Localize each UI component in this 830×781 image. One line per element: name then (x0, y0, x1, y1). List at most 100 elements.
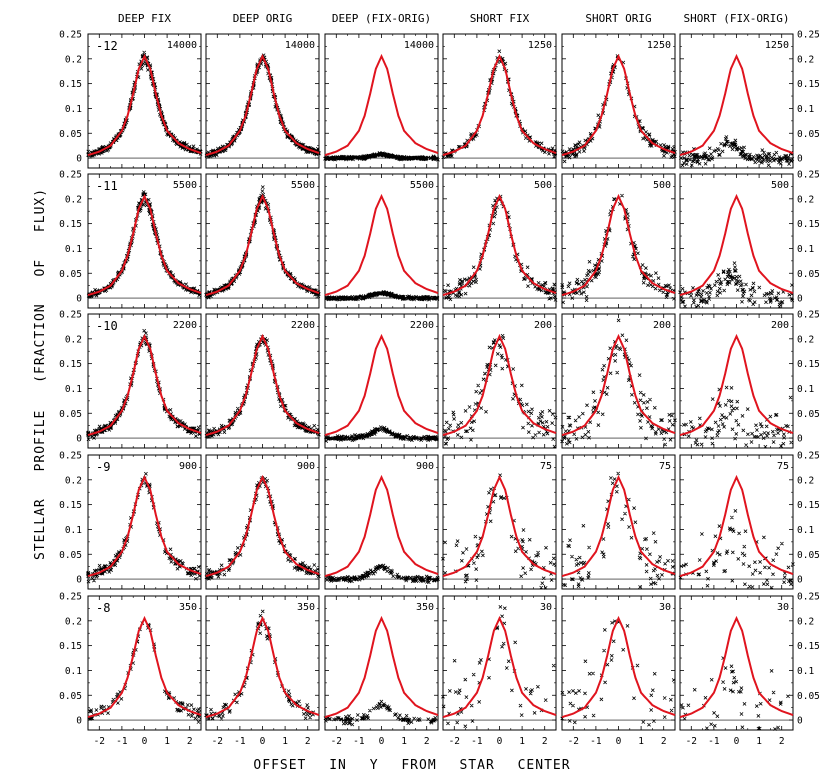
data-points (561, 471, 676, 589)
y-tick-label-left: 0.25 (59, 30, 82, 41)
x-tick-label: -1 (353, 736, 365, 747)
model-curve (324, 474, 439, 578)
model-curve (324, 333, 439, 437)
panel-count: 350 (179, 602, 197, 613)
panel-count: 2200 (173, 320, 197, 331)
y-tick-label-left: 0.2 (65, 616, 82, 627)
y-tick-label-left: 0 (76, 434, 82, 445)
y-tick-label-left: 0.15 (59, 79, 82, 90)
y-tick-label-left: 0.1 (65, 525, 82, 536)
data-points (441, 605, 556, 729)
x-tick-label: 2 (661, 736, 667, 747)
panel: 14000 -12 (86, 33, 203, 169)
model-curve (205, 474, 320, 578)
x-tick-label: -2 (686, 736, 697, 747)
y-tick-label-left: 0 (76, 154, 82, 165)
panel: 75 (678, 454, 795, 590)
column-title: DEEP FIX (118, 12, 171, 25)
y-tick-label-right: 0.25 (797, 170, 820, 181)
row-label: -11 (96, 179, 118, 193)
panel: 5500 (324, 173, 440, 309)
y-tick-label-right: 0.15 (797, 359, 820, 370)
panel: 1250 (679, 33, 795, 169)
y-tick-label-right: 0 (797, 575, 803, 586)
y-tick-label-left: 0.15 (59, 641, 82, 652)
panel-count: 1250 (647, 40, 671, 51)
panel: 30 (679, 595, 794, 731)
x-tick-label: 0 (142, 736, 148, 747)
panel: 14000 (204, 33, 321, 169)
panel-count: 500 (653, 180, 671, 191)
x-tick-label: -2 (449, 736, 460, 747)
model-curve (87, 333, 202, 437)
model-curve (442, 474, 557, 578)
panel: 30 (441, 595, 557, 731)
panel-count: 2200 (291, 320, 315, 331)
panel: 1250 (560, 33, 677, 169)
x-tick-label: 2 (424, 736, 430, 747)
panel-count: 500 (771, 180, 789, 191)
column-title: SHORT FIX (470, 12, 530, 25)
column-title: SHORT ORIG (585, 12, 651, 25)
model-curve (679, 615, 794, 719)
y-tick-label-left: 0 (76, 716, 82, 727)
y-tick-label-left: 0.25 (59, 592, 82, 603)
panel: 900 -9 (86, 454, 202, 590)
model-curve (679, 474, 794, 578)
panel-count: 1250 (528, 40, 552, 51)
data-points (324, 290, 440, 302)
y-tick-label-left: 0.1 (65, 244, 82, 255)
row-label: -8 (96, 601, 110, 615)
y-tick-label-left: 0.15 (59, 219, 82, 230)
x-tick-label: 1 (519, 736, 525, 747)
y-tick-label-right: 0.1 (797, 384, 814, 395)
model-curve (87, 615, 202, 719)
y-tick-label-left: 0 (76, 575, 82, 586)
y-axis-title: STELLAR PROFILE (FRACTION OF FLUX) (33, 188, 48, 560)
panel-count: 5500 (173, 180, 197, 191)
panel: 350 (204, 595, 320, 731)
x-tick-label: 0 (379, 736, 385, 747)
y-tick-label-left: 0.2 (65, 334, 82, 345)
panel: 200 (560, 313, 677, 449)
y-tick-label-left: 0.05 (59, 129, 82, 140)
y-tick-label-left: 0.25 (59, 310, 82, 321)
model-curve (442, 53, 557, 157)
model-curve (205, 333, 320, 437)
panel: 900 (204, 454, 321, 590)
panel: 1250 (441, 33, 558, 169)
panel-count: 75 (659, 461, 671, 472)
row-label: -10 (96, 319, 118, 333)
model-curve (679, 53, 794, 157)
row-label: -12 (96, 39, 118, 53)
y-tick-label-right: 0.25 (797, 310, 820, 321)
panel-count: 5500 (291, 180, 315, 191)
y-tick-label-left: 0 (76, 294, 82, 305)
model-curve (324, 53, 439, 157)
y-tick-label-left: 0.2 (65, 54, 82, 65)
y-tick-label-right: 0.2 (797, 194, 814, 205)
data-points (324, 425, 439, 443)
y-tick-label-left: 0.05 (59, 269, 82, 280)
panel-count: 900 (416, 461, 434, 472)
panel-count: 350 (297, 602, 315, 613)
model-curve (205, 53, 320, 157)
data-points (679, 135, 795, 168)
column-title: DEEP ORIG (233, 12, 293, 25)
y-tick-label-right: 0.15 (797, 500, 820, 511)
model-curve (442, 193, 557, 297)
data-points (323, 699, 438, 727)
y-tick-label-right: 0.05 (797, 129, 820, 140)
y-tick-label-right: 0.15 (797, 79, 820, 90)
panel: 350 (323, 595, 439, 731)
y-tick-label-right: 0 (797, 434, 803, 445)
panel: 500 (442, 173, 558, 309)
panel-count: 900 (297, 461, 315, 472)
x-tick-label: 0 (734, 736, 740, 747)
panel-count: 200 (653, 320, 671, 331)
y-tick-label-right: 0.05 (797, 550, 820, 561)
panel-count: 5500 (410, 180, 434, 191)
model-curve (87, 474, 202, 578)
y-tick-label-left: 0.05 (59, 550, 82, 561)
y-tick-label-right: 0 (797, 716, 803, 727)
